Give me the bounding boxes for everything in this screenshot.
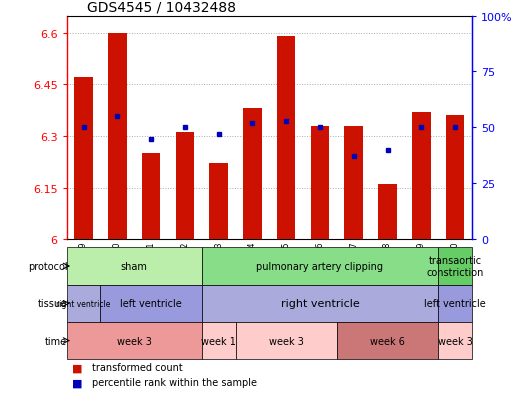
Text: week 6: week 6 — [370, 336, 405, 346]
Bar — [67, 285, 101, 322]
Bar — [337, 322, 438, 359]
Bar — [378, 185, 397, 240]
Text: week 1: week 1 — [201, 336, 236, 346]
Bar — [108, 34, 127, 240]
Bar — [67, 322, 202, 359]
Bar — [202, 248, 438, 285]
Text: protocol: protocol — [28, 261, 67, 271]
Text: transaortic
constriction: transaortic constriction — [426, 256, 484, 277]
Text: transformed count: transformed count — [92, 363, 183, 373]
Text: pulmonary artery clipping: pulmonary artery clipping — [256, 261, 384, 271]
Text: left ventricle: left ventricle — [424, 299, 486, 309]
Text: week 3: week 3 — [117, 336, 152, 346]
Bar — [446, 116, 464, 240]
Bar — [101, 285, 202, 322]
Text: ■: ■ — [72, 363, 82, 373]
Text: week 3: week 3 — [438, 336, 472, 346]
Text: ■: ■ — [72, 377, 82, 387]
Bar — [209, 164, 228, 240]
Text: GDS4545 / 10432488: GDS4545 / 10432488 — [87, 0, 236, 14]
Bar — [344, 126, 363, 240]
Bar — [277, 37, 295, 240]
Bar — [311, 126, 329, 240]
Bar — [74, 78, 93, 240]
Text: time: time — [45, 336, 67, 346]
Bar — [438, 285, 472, 322]
Text: left ventricle: left ventricle — [120, 299, 182, 309]
Bar — [175, 133, 194, 240]
Text: tissue: tissue — [38, 299, 67, 309]
Bar — [438, 322, 472, 359]
Text: week 3: week 3 — [269, 336, 304, 346]
Bar — [438, 248, 472, 285]
Text: sham: sham — [121, 261, 148, 271]
Bar — [142, 154, 161, 240]
Text: right ventricle: right ventricle — [281, 299, 360, 309]
Bar — [67, 248, 202, 285]
Text: percentile rank within the sample: percentile rank within the sample — [92, 377, 258, 387]
Bar — [202, 285, 438, 322]
Bar — [412, 113, 430, 240]
Bar — [243, 109, 262, 240]
Bar — [202, 322, 235, 359]
Text: right ventricle: right ventricle — [56, 299, 111, 308]
Bar — [235, 322, 337, 359]
